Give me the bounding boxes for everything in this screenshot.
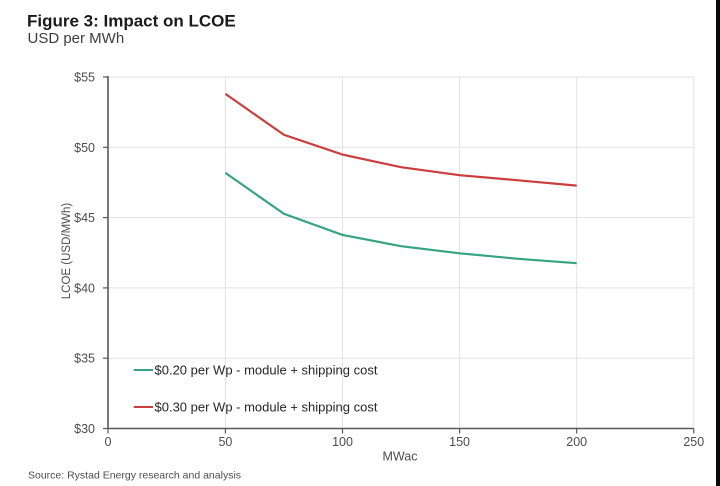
- svg-text:200: 200: [566, 435, 587, 449]
- svg-text:$45: $45: [74, 211, 95, 225]
- svg-text:100: 100: [332, 435, 353, 449]
- svg-text:0: 0: [105, 435, 112, 449]
- svg-text:$35: $35: [74, 352, 95, 366]
- svg-text:$55: $55: [74, 71, 95, 85]
- svg-text:LCOE (USD/MWh): LCOE (USD/MWh): [61, 203, 73, 300]
- svg-text:Figure 3: Impact on LCOE: Figure 3: Impact on LCOE: [27, 12, 236, 31]
- svg-text:$0.30 per Wp - module + shippi: $0.30 per Wp - module + shipping cost: [155, 400, 378, 415]
- svg-text:$30: $30: [74, 422, 95, 436]
- svg-text:250: 250: [683, 435, 704, 449]
- svg-text:$50: $50: [74, 141, 95, 155]
- svg-text:$40: $40: [74, 281, 95, 295]
- svg-text:Source: Rystad Energy research: Source: Rystad Energy research and analy…: [28, 469, 241, 481]
- svg-text:USD per MWh: USD per MWh: [28, 30, 125, 47]
- svg-text:50: 50: [218, 435, 232, 449]
- svg-text:MWac: MWac: [383, 450, 418, 464]
- svg-text:$0.20 per Wp - module + shippi: $0.20 per Wp - module + shipping cost: [155, 363, 378, 378]
- svg-text:150: 150: [449, 435, 470, 449]
